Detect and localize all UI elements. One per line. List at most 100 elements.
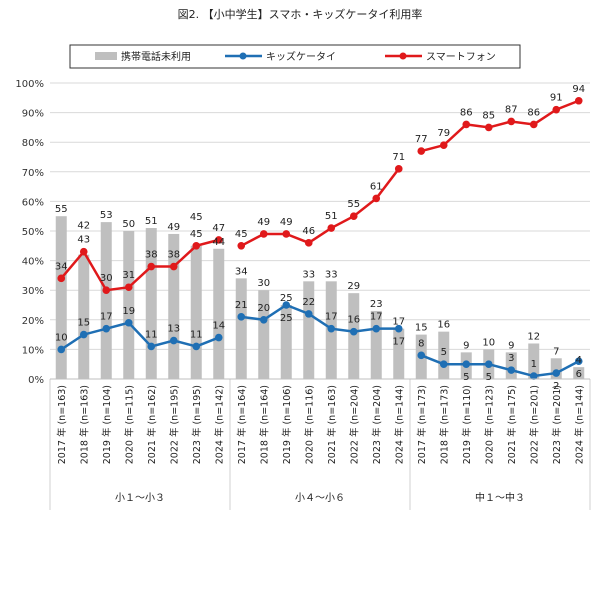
data-label-kids-phone: 3 (508, 353, 514, 364)
data-label-kids-phone: 10 (55, 332, 68, 343)
bar-no-phone (573, 367, 585, 379)
marker-smartphone (147, 262, 156, 271)
data-label-smartphone: 86 (460, 107, 473, 118)
line-smartphone (420, 99, 580, 153)
data-label-smartphone: 31 (122, 270, 135, 281)
data-label-smartphone: 38 (145, 250, 158, 261)
data-label-kids-phone: 13 (167, 324, 180, 335)
data-label-no-phone: 44 (212, 237, 225, 248)
marker-smartphone (507, 117, 516, 126)
data-label-smartphone: 79 (437, 128, 450, 139)
data-label-smartphone: 43 (77, 235, 90, 246)
data-label-kids-phone: 5 (463, 372, 469, 383)
data-label-kids-phone: 19 (122, 306, 135, 317)
marker-kids-phone (327, 324, 336, 333)
line-kids-phone (60, 321, 220, 351)
bar-no-phone (145, 228, 157, 379)
bar-no-phone (123, 231, 135, 379)
legend-label-smartphone: スマートフォン (426, 52, 496, 63)
marker-smartphone (124, 283, 133, 292)
legend-bar-swatch (95, 52, 117, 60)
marker-smartphone (192, 242, 201, 250)
data-label-smartphone: 38 (167, 250, 180, 261)
y-tick-label: 90% (22, 109, 44, 120)
marker-kids-phone (79, 330, 88, 339)
marker-smartphone (552, 105, 561, 114)
legend-box (69, 44, 521, 69)
marker-kids-phone (57, 345, 66, 354)
data-label-no-phone: 55 (55, 204, 68, 215)
bar-no-phone (370, 310, 382, 379)
y-tick-label: 60% (22, 197, 44, 208)
x-tick-label: 2017 年 (n=163) (56, 385, 68, 464)
legend-marker-kids (239, 52, 247, 60)
data-label-kids-phone: 20 (257, 303, 270, 314)
legend-label-no-phone: 携帯電話未利用 (121, 50, 191, 63)
data-label-smartphone: 49 (257, 217, 270, 228)
data-label-no-phone: 49 (167, 222, 180, 233)
x-tick-label: 2018 年 (n=173) (438, 385, 450, 464)
data-label-no-phone: 16 (437, 320, 450, 331)
bar-no-phone (303, 281, 315, 379)
data-label-no-phone: 9 (463, 340, 469, 351)
marker-smartphone (102, 286, 111, 295)
data-label-smartphone: 85 (482, 110, 495, 121)
marker-smartphone (529, 120, 538, 129)
bar-no-phone (235, 278, 247, 379)
legend-label-kids-phone: キッズケータイ (266, 50, 336, 63)
x-tick-label: 2024 年 (n=144) (573, 385, 585, 464)
marker-smartphone (259, 230, 268, 238)
data-label-no-phone: 9 (508, 340, 514, 351)
marker-smartphone (417, 147, 426, 155)
marker-kids-phone (349, 327, 358, 336)
marker-kids-phone (169, 336, 178, 345)
x-tick-label: 2020 年 (n=115) (123, 385, 135, 464)
bar-no-phone (258, 290, 270, 379)
bar-no-phone (438, 331, 450, 379)
data-label-no-phone: 42 (77, 221, 90, 232)
bar-no-phone (100, 222, 112, 379)
data-label-smartphone: 46 (302, 226, 315, 237)
marker-kids-phone (552, 369, 561, 377)
data-label-no-phone: 33 (325, 269, 338, 280)
x-tick-label: 2022 年 (n=195) (168, 385, 180, 464)
bar-no-phone (190, 245, 202, 379)
marker-smartphone (304, 239, 313, 247)
y-tick-label: 70% (22, 168, 44, 179)
data-label-smartphone: 71 (392, 152, 405, 163)
x-tick-label: 2023 年 (n=201) (551, 385, 563, 464)
marker-kids-phone (372, 324, 381, 333)
x-tick-label: 2017 年 (n=173) (416, 385, 428, 464)
x-tick-label: 2018 年 (n=163) (78, 385, 90, 464)
bar-no-phone (78, 254, 90, 379)
data-label-kids-phone: 25 (280, 313, 293, 324)
data-label-no-phone: 7 (553, 346, 559, 357)
line-smartphone (60, 238, 220, 292)
data-label-no-phone: 23 (370, 299, 383, 310)
marker-kids-phone (462, 360, 471, 369)
x-tick-label: 2017 年 (n=164) (236, 385, 248, 464)
bar-no-phone (213, 248, 225, 379)
x-tick-label: 2021 年 (n=163) (326, 385, 338, 464)
data-label-kids-phone: 22 (302, 297, 315, 308)
data-label-kids-phone: 11 (145, 329, 158, 340)
marker-smartphone (574, 96, 583, 105)
data-label-smartphone: 87 (505, 104, 518, 115)
data-label-kids-phone: 5 (441, 347, 447, 358)
bar-no-phone (168, 233, 180, 379)
data-label-no-phone: 17 (392, 317, 405, 328)
y-tick-label: 20% (22, 316, 44, 327)
x-tick-label: 2021 年 (n=175) (506, 385, 518, 464)
marker-smartphone (462, 120, 471, 129)
bar-no-phone (550, 358, 562, 379)
data-label-no-phone: 34 (235, 266, 248, 277)
data-label-no-phone: 50 (122, 219, 135, 230)
x-tick-label: 2020 年 (n=123) (483, 385, 495, 464)
y-tick-label: 30% (22, 286, 44, 297)
data-label-kids-phone: 17 (325, 312, 338, 323)
y-tick-label: 100% (15, 79, 44, 90)
chart-title: 図2. 【小中学生】スマホ・キッズケータイ利用率 (177, 8, 423, 21)
marker-smartphone (484, 123, 493, 132)
marker-kids-phone (192, 342, 201, 351)
